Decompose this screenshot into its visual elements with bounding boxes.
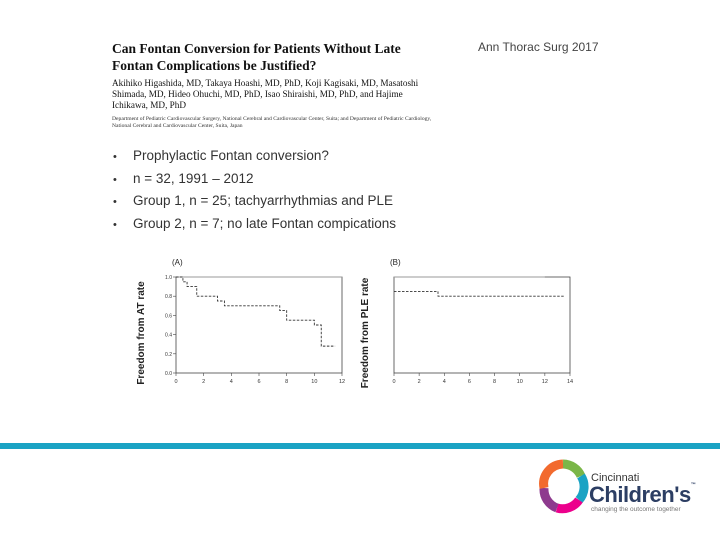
x-tick-label: 14	[567, 379, 573, 385]
x-tick-label: 8	[493, 379, 496, 385]
y-axis-label: Freedom from PLE rate	[360, 277, 371, 388]
bullet-text: Group 2, n = 7; no late Fontan compicati…	[133, 215, 397, 231]
x-tick-label: 4	[230, 379, 233, 385]
bullet-dot-icon: •	[113, 196, 117, 208]
km-chart-a: (A) Freedom from AT rate 0 2 4 6 8 10 12 0.0 0.2 0.…	[136, 258, 345, 385]
paper-title: Can Fontan Conversion for Patients Witho…	[112, 41, 401, 73]
bullet-text: Prophylactic Fontan conversion?	[133, 148, 329, 163]
y-tick-label: 0.8	[165, 294, 172, 300]
logo-line-2: Children's™	[589, 482, 696, 508]
paper-authors: Akihiko Higashida, MD, Takaya Hoashi, MD…	[112, 78, 419, 110]
x-tick-label: 2	[418, 379, 421, 385]
series-line-dashed	[394, 290, 564, 297]
x-tick-label: 6	[257, 379, 260, 385]
chart-panel-a: (A) Freedom from AT rate 0 2 4 6 8 10 12 0.0 0.2 0.…	[134, 255, 352, 395]
bullet-dot-icon: •	[113, 173, 117, 186]
y-tick-label: 0.0	[165, 371, 172, 377]
x-tick-label: 2	[202, 379, 205, 385]
cincinnati-childrens-logo: Cincinnati Children's™ changing the outc…	[537, 458, 712, 518]
y-tick-label: 0.6	[165, 313, 172, 319]
x-tick-label: 12	[542, 379, 548, 385]
bullet-dot-icon: •	[113, 151, 117, 163]
x-tick-label: 4	[443, 379, 446, 385]
y-tick-label: 0.4	[165, 333, 172, 339]
logo-tagline: changing the outcome together	[591, 506, 681, 513]
logo-line-1: Cincinnati	[591, 472, 640, 484]
x-tick-label: 6	[468, 379, 471, 385]
y-tick-label: 0.2	[165, 352, 172, 358]
logo-wordmark: Children's	[589, 482, 691, 507]
citation: Ann Thorac Surg 2017	[478, 40, 599, 54]
y-tick-label: 1.0	[165, 275, 172, 281]
bullet-list: • Prophylactic Fontan conversion? • n = 32…	[113, 145, 396, 235]
panel-label: (A)	[172, 258, 183, 267]
x-tick-label: 10	[517, 379, 523, 385]
x-tick-label: 12	[339, 379, 345, 385]
footer-rule	[0, 443, 720, 449]
km-chart-b: (B) Freedom from PLE rate 0 2 4 6 8 10 12 14	[360, 258, 573, 388]
chart-panel-b: (B) Freedom from PLE rate 0 2 4 6 8 10 12 14	[358, 255, 580, 395]
bullet-item: • Group 2, n = 7; no late Fontan compicat…	[113, 213, 396, 236]
bullet-dot-icon: •	[113, 218, 117, 231]
x-tick-label: 8	[285, 379, 288, 385]
x-tick-label: 0	[392, 379, 395, 385]
bullet-item: • Prophylactic Fontan conversion?	[113, 145, 396, 168]
series-line-dashed	[176, 276, 336, 347]
trademark-icon: ™	[690, 482, 696, 488]
panel-label: (B)	[390, 258, 401, 267]
bullet-item: • Group 1, n = 25; tachyarrhythmias and P…	[113, 190, 396, 213]
paper-header: Can Fontan Conversion for Patients Witho…	[112, 40, 452, 130]
x-tick-label: 10	[311, 379, 317, 385]
bullet-text: n = 32, 1991 – 2012	[133, 170, 254, 186]
y-axis-label: Freedom from AT rate	[136, 281, 147, 385]
x-tick-label: 0	[174, 379, 177, 385]
logo-mark-icon	[539, 459, 589, 514]
paper-affiliation: Department of Pediatric Cardiovascular S…	[112, 116, 432, 129]
bullet-item: • n = 32, 1991 – 2012	[113, 168, 396, 191]
bullet-text: Group 1, n = 25; tachyarrhythmias and PL…	[133, 193, 394, 208]
